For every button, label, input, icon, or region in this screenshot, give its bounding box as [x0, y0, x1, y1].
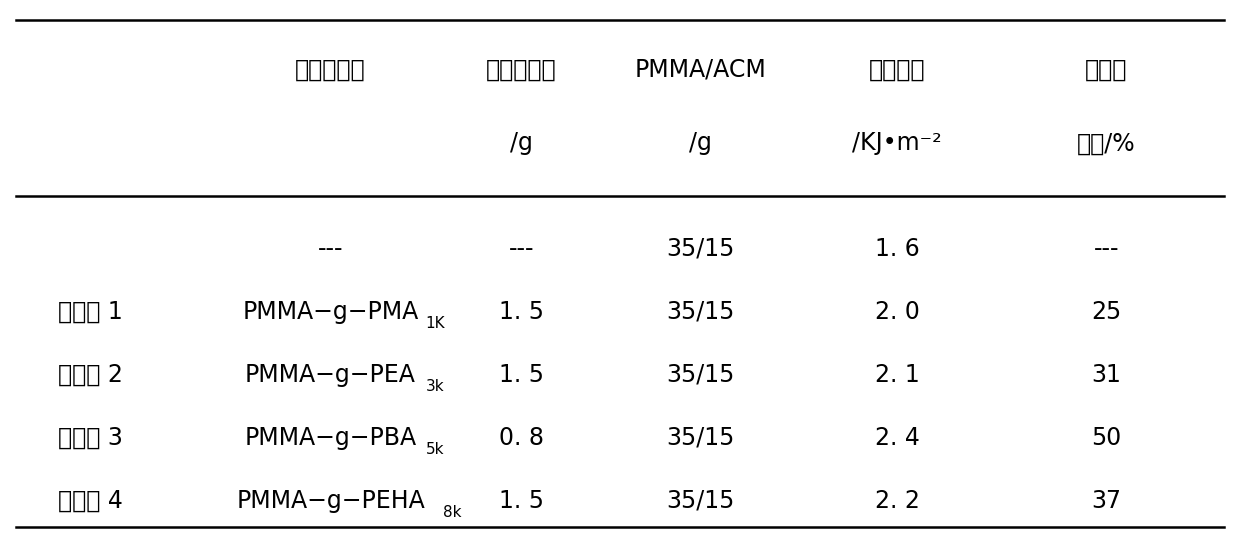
Text: 相容剂结构: 相容剂结构	[295, 58, 366, 82]
Text: 35/15: 35/15	[666, 489, 734, 513]
Text: PMMA−g−PBA: PMMA−g−PBA	[244, 426, 417, 450]
Text: 分数/%: 分数/%	[1078, 131, 1136, 155]
Text: 35/15: 35/15	[666, 237, 734, 261]
Text: 35/15: 35/15	[666, 300, 734, 324]
Text: 5k: 5k	[425, 442, 444, 457]
Text: ---: ---	[508, 237, 534, 261]
Text: /g: /g	[510, 131, 533, 155]
Text: PMMA−g−PMA: PMMA−g−PMA	[243, 300, 419, 324]
Text: /g: /g	[688, 131, 712, 155]
Text: 3k: 3k	[425, 379, 444, 394]
Text: 35/15: 35/15	[666, 426, 734, 450]
Text: /KJ•m⁻²: /KJ•m⁻²	[852, 131, 942, 155]
Text: 25: 25	[1091, 300, 1122, 324]
Text: 8k: 8k	[443, 505, 461, 520]
Text: 1. 5: 1. 5	[498, 300, 544, 324]
Text: 2. 2: 2. 2	[874, 489, 920, 513]
Text: 50: 50	[1091, 426, 1122, 450]
Text: 实施例 2: 实施例 2	[58, 363, 123, 387]
Text: ---: ---	[1094, 237, 1120, 261]
Text: PMMA−g−PEHA: PMMA−g−PEHA	[236, 489, 425, 513]
Text: 提高百: 提高百	[1085, 58, 1127, 82]
Text: 37: 37	[1091, 489, 1121, 513]
Text: ---: ---	[317, 237, 343, 261]
Text: 1. 6: 1. 6	[874, 237, 920, 261]
Text: 2. 4: 2. 4	[874, 426, 920, 450]
Text: 35/15: 35/15	[666, 363, 734, 387]
Text: 2. 1: 2. 1	[874, 363, 920, 387]
Text: 1K: 1K	[425, 316, 445, 331]
Text: 实施例 4: 实施例 4	[58, 489, 123, 513]
Text: 2. 0: 2. 0	[874, 300, 920, 324]
Text: 冲击强度: 冲击强度	[869, 58, 925, 82]
Text: 1. 5: 1. 5	[498, 363, 544, 387]
Text: 相容剂用量: 相容剂用量	[486, 58, 557, 82]
Text: 31: 31	[1091, 363, 1121, 387]
Text: 1. 5: 1. 5	[498, 489, 544, 513]
Text: 实施例 1: 实施例 1	[58, 300, 123, 324]
Text: PMMA/ACM: PMMA/ACM	[634, 58, 766, 82]
Text: 实施例 3: 实施例 3	[58, 426, 123, 450]
Text: 0. 8: 0. 8	[498, 426, 544, 450]
Text: PMMA−g−PEA: PMMA−g−PEA	[246, 363, 415, 387]
